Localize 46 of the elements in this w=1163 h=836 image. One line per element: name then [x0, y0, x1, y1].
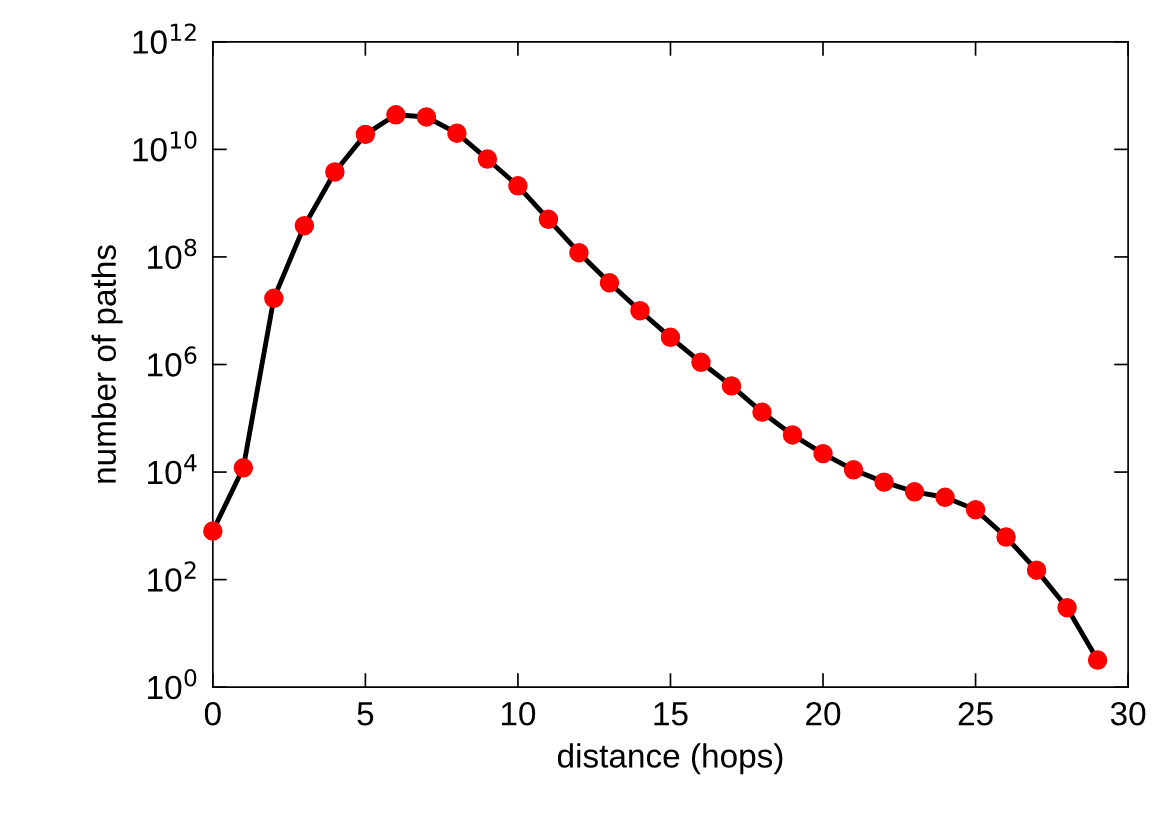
- point: [508, 176, 528, 196]
- x-tick-label: 0: [204, 701, 221, 726]
- x-tick-label: 20: [806, 701, 841, 726]
- y-tick-label: 10$^{10}$: [133, 131, 197, 162]
- point: [843, 460, 864, 480]
- point: [965, 499, 986, 520]
- x-tick-label: 10: [501, 701, 536, 726]
- point: [538, 209, 559, 230]
- y-tick-label: 10$^{6}$: [148, 346, 197, 377]
- point: [904, 482, 925, 502]
- point: [447, 123, 467, 143]
- point: [813, 443, 833, 464]
- point: [630, 300, 650, 321]
- point: [1057, 598, 1077, 618]
- point: [782, 425, 803, 445]
- point: [416, 107, 437, 127]
- point: [935, 487, 955, 507]
- x-axis-title: distance (hops): [557, 743, 783, 775]
- point: [264, 288, 284, 309]
- point: [660, 327, 681, 348]
- point: [752, 402, 772, 422]
- point: [874, 472, 894, 492]
- y-tick-label: 10$^{4}$: [148, 454, 197, 485]
- point: [691, 352, 711, 372]
- point: [996, 527, 1016, 547]
- x-tick-label: 30: [1110, 701, 1146, 726]
- point: [599, 273, 620, 293]
- y-axis-title: number of paths: [91, 245, 123, 483]
- point: [203, 521, 223, 541]
- y-tick-label: 10$^{0}$: [148, 668, 197, 700]
- x-tick-label: 5: [357, 702, 374, 726]
- point: [294, 216, 315, 236]
- point: [386, 105, 406, 125]
- point: [721, 376, 742, 396]
- y-tick-label: 10$^{8}$: [148, 238, 197, 270]
- point: [569, 242, 589, 263]
- point: [325, 162, 345, 182]
- point: [233, 458, 254, 478]
- point: [1026, 560, 1047, 580]
- y-tick-label: 10$^{12}$: [133, 23, 196, 54]
- y-tick-label: 10$^{2}$: [148, 561, 196, 592]
- point: [477, 149, 498, 169]
- x-tick-label: 15: [654, 702, 688, 726]
- point: [355, 124, 376, 145]
- x-tick-label: 25: [958, 701, 993, 726]
- point: [1087, 650, 1108, 670]
